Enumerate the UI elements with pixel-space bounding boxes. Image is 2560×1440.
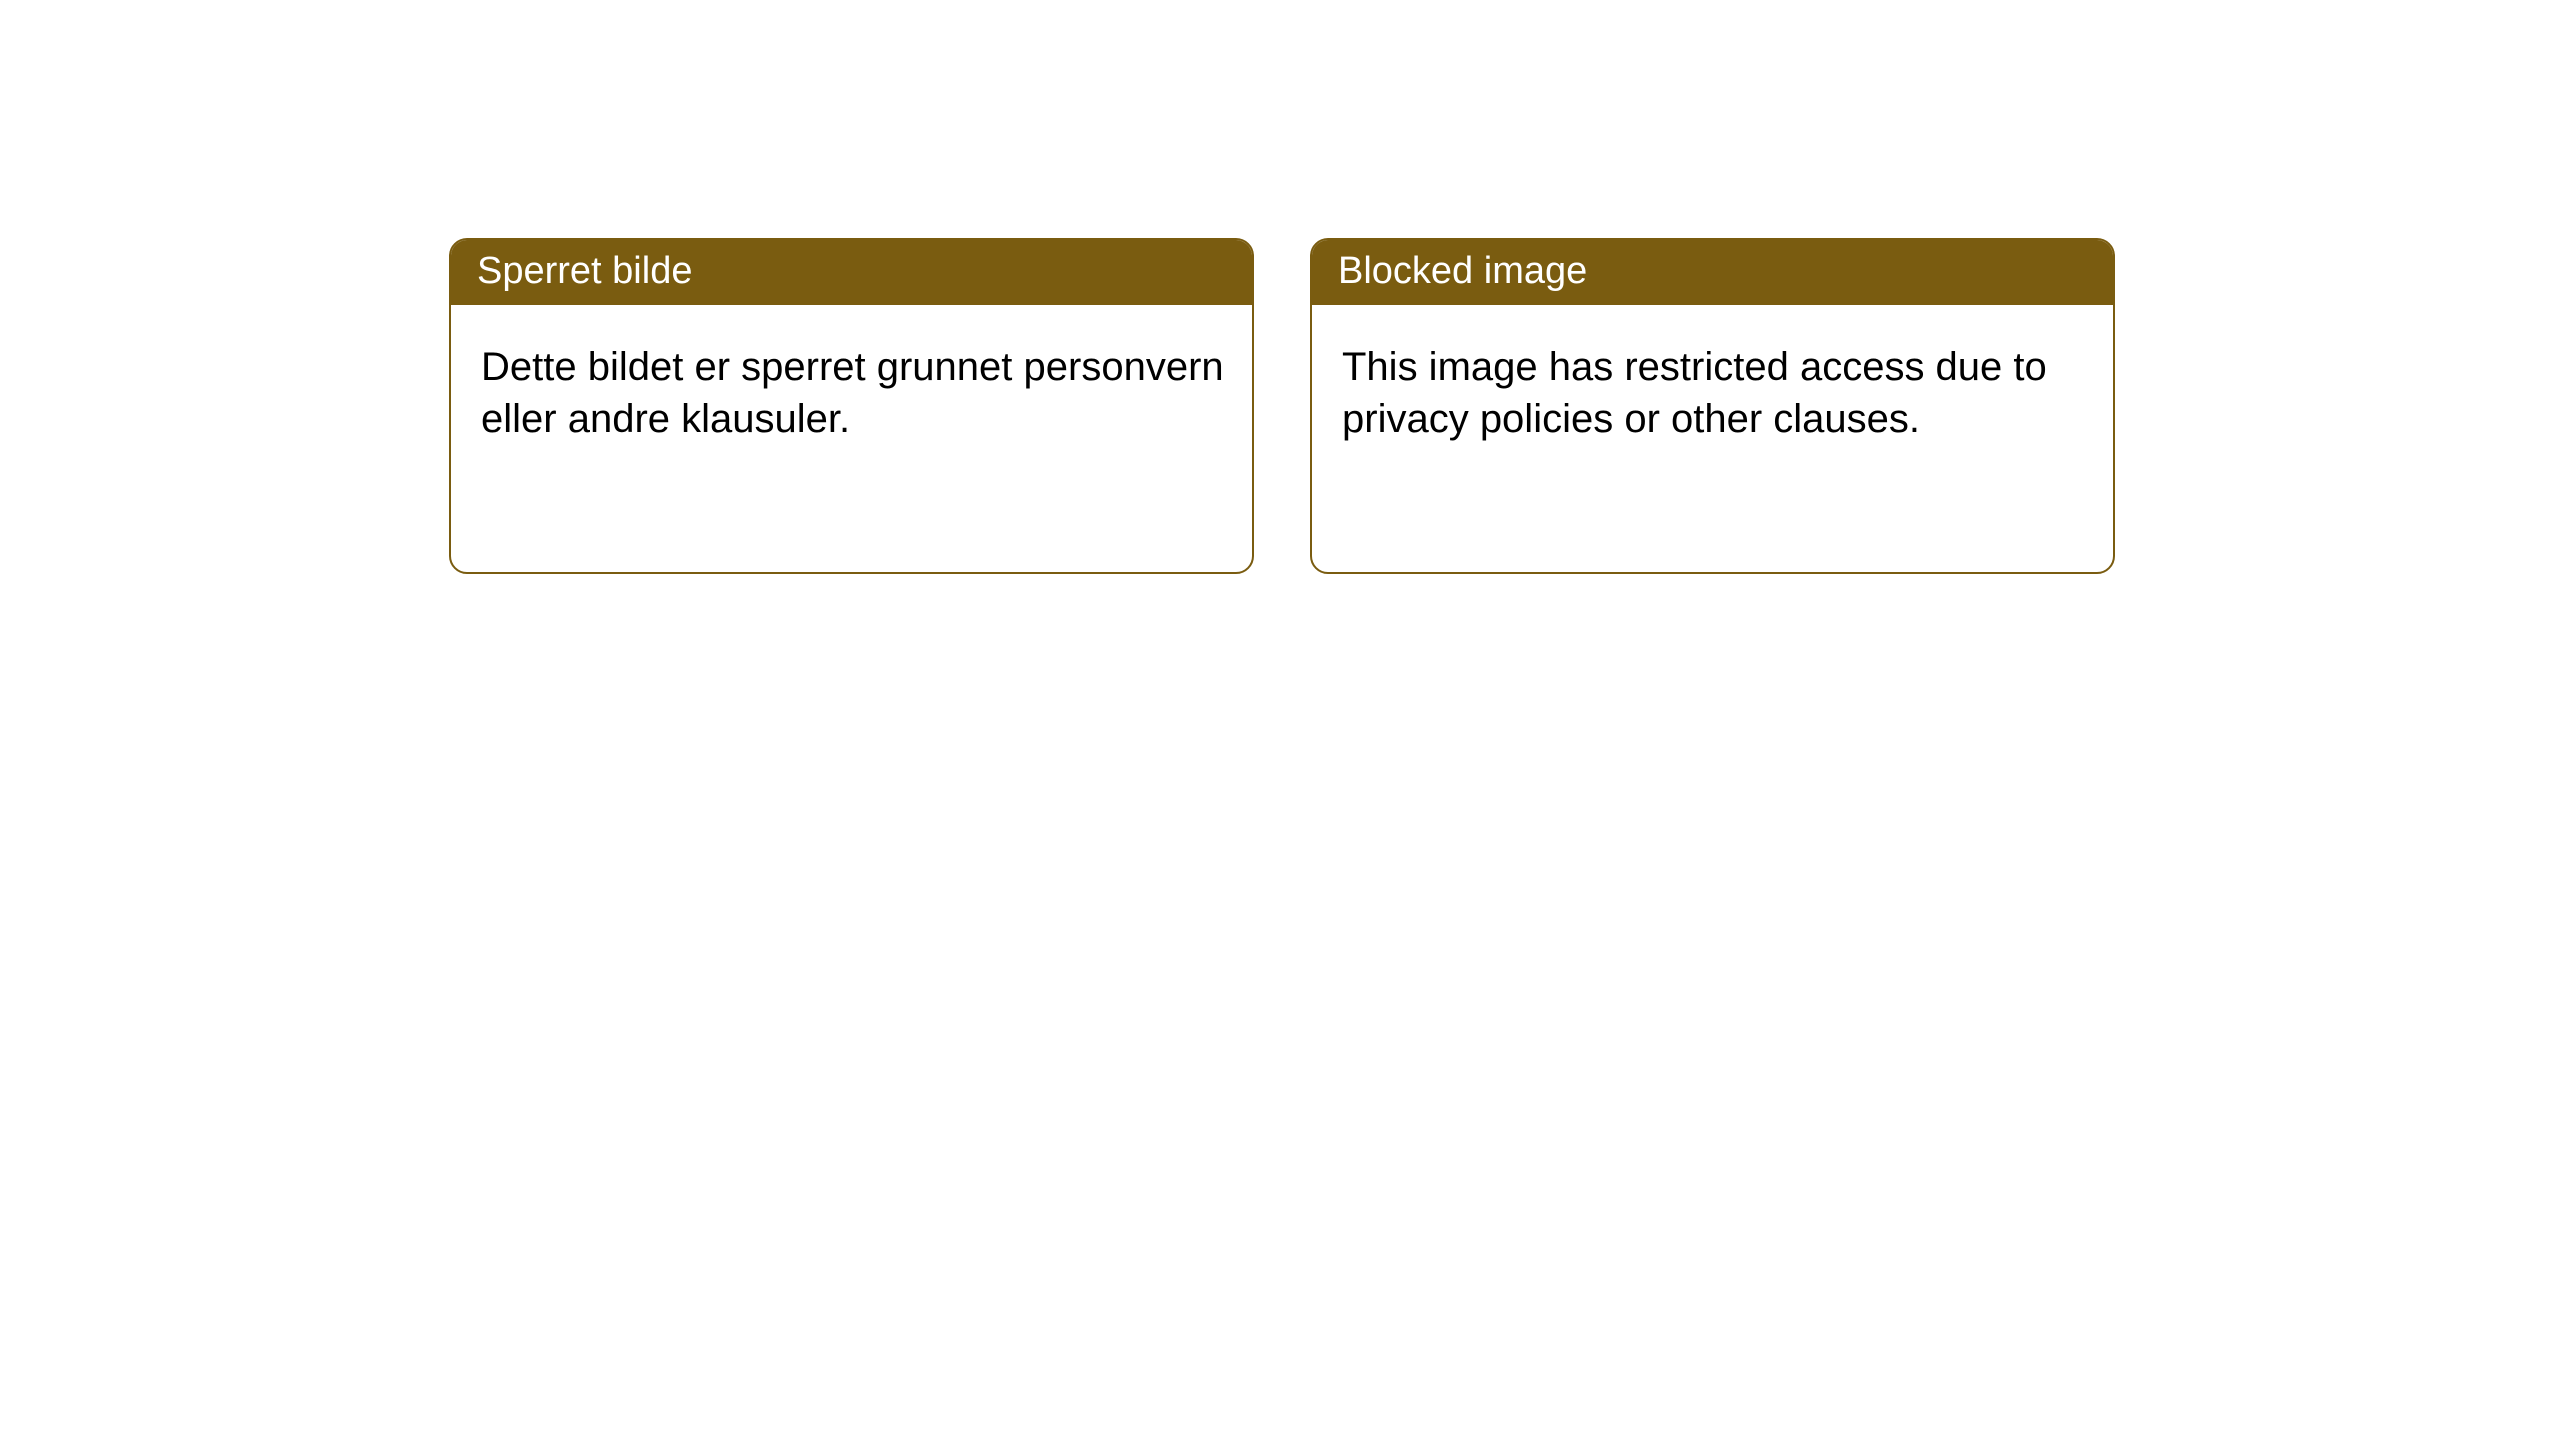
card-header: Sperret bilde xyxy=(451,240,1252,305)
card-title: Blocked image xyxy=(1338,250,1587,292)
card-title: Sperret bilde xyxy=(477,250,692,292)
card-header: Blocked image xyxy=(1312,240,2113,305)
card-body: Dette bildet er sperret grunnet personve… xyxy=(451,305,1252,471)
notice-card-norwegian: Sperret bilde Dette bildet er sperret gr… xyxy=(449,238,1254,574)
card-message: This image has restricted access due to … xyxy=(1342,345,2047,441)
card-message: Dette bildet er sperret grunnet personve… xyxy=(481,345,1224,441)
notice-cards-container: Sperret bilde Dette bildet er sperret gr… xyxy=(0,0,2560,574)
notice-card-english: Blocked image This image has restricted … xyxy=(1310,238,2115,574)
card-body: This image has restricted access due to … xyxy=(1312,305,2113,471)
